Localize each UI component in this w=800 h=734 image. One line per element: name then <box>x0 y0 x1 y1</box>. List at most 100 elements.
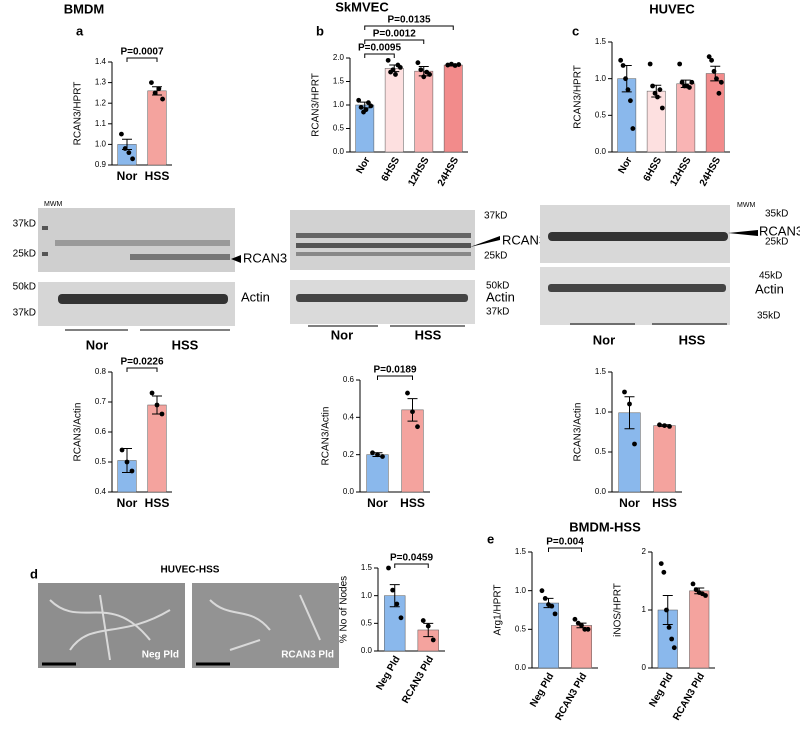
data-point <box>363 107 369 113</box>
data-point <box>119 131 124 137</box>
marker-label: 35kD <box>765 209 788 220</box>
band <box>42 252 48 256</box>
marker-label: 45kD <box>759 271 782 282</box>
bar <box>366 454 389 493</box>
band <box>58 294 228 304</box>
y-tick-label: 0 <box>642 663 647 672</box>
data-point <box>655 94 660 100</box>
bar-chart: RCAN3/Actin 0.4 0.5 0.6 0.7 0.8 Nor HSS P=0.0226 <box>73 357 172 510</box>
data-point <box>370 450 375 456</box>
data-point <box>585 626 591 632</box>
data-point <box>405 390 410 396</box>
data-point <box>427 72 433 77</box>
x-tick-label: Neg Pld <box>374 654 402 692</box>
x-tick-label: RCAN3 Pld <box>553 671 589 722</box>
marker-label: 25kD <box>765 237 788 248</box>
data-point <box>415 424 420 430</box>
band <box>548 232 728 241</box>
control-label: Actin <box>241 289 270 304</box>
data-point <box>542 596 548 601</box>
data-point <box>658 561 664 566</box>
y-tick-label: 0.8 <box>95 367 107 376</box>
panel-letter: a <box>76 23 84 38</box>
chart-title: HUVEC <box>649 1 695 16</box>
data-point <box>152 90 158 96</box>
x-tick-label: Nor <box>354 155 372 176</box>
y-tick-label: 0.0 <box>595 487 607 496</box>
data-point <box>124 459 130 465</box>
x-tick-label: 12HSS <box>668 155 694 188</box>
x-tick-label: Nor <box>616 155 634 176</box>
data-point <box>397 65 403 70</box>
data-point <box>662 423 667 428</box>
significance-bracket <box>548 547 582 552</box>
data-point <box>620 63 626 68</box>
x-tick-label: Nor <box>367 496 388 510</box>
marker-label: 37kD <box>13 219 36 230</box>
y-axis-label: RCAN3/Actin <box>73 403 84 462</box>
data-point <box>706 54 712 60</box>
y-axis-label: Arg1/HPRT <box>493 585 504 636</box>
y-axis-label: RCAN3/Actin <box>573 403 584 462</box>
bar <box>384 68 404 153</box>
data-point <box>552 611 558 617</box>
data-point <box>716 90 722 96</box>
y-tick-label: 2.0 <box>333 53 345 62</box>
blot-huvec: MWM 35kD 25kD 45kD 35kD RCAN3 Actin Nor … <box>540 202 800 347</box>
group-label: Nor <box>593 332 615 347</box>
arrowhead <box>231 255 241 263</box>
data-point <box>664 607 669 613</box>
chart-title: BMDM <box>64 1 104 16</box>
band <box>55 240 230 246</box>
bar <box>705 73 725 153</box>
y-axis-label: RCAN3/Actin <box>321 407 332 466</box>
p-value: P=0.0189 <box>373 365 417 376</box>
x-tick-label: Nor <box>117 496 138 510</box>
y-tick-label: 0.5 <box>595 447 607 456</box>
x-tick-label: RCAN3 Pld <box>400 654 436 705</box>
data-point <box>630 126 636 131</box>
panel-letter: c <box>572 23 579 38</box>
panel-letter: b <box>316 23 324 38</box>
band <box>296 252 471 256</box>
p-value: P=0.0135 <box>387 15 431 26</box>
marker-label: 37kD <box>13 308 36 319</box>
y-axis-label: % No of Nodes <box>339 576 350 643</box>
bar-chart: RCAN3/Actin 0.0 0.2 0.4 0.6 Nor HSS P=0.0189 <box>321 365 430 510</box>
group-label: Nor <box>331 327 353 342</box>
data-point <box>623 76 628 82</box>
data-point <box>126 150 132 156</box>
data-point <box>375 452 380 458</box>
data-point <box>652 90 658 96</box>
marker-label: 50kD <box>13 282 36 293</box>
marker-label: 25kD <box>484 251 507 262</box>
blot-bmdm: MWM 37kD 25kD 50kD 37kD RCAN3 Actin Nor … <box>13 201 287 353</box>
x-tick-label: Nor <box>117 169 138 183</box>
p-value: P=0.0459 <box>390 553 434 564</box>
bar-chart: RCAN3/Actin 0.0 0.5 1.0 1.5 Nor HSS <box>573 367 682 510</box>
y-tick-label: 1.5 <box>595 367 607 376</box>
data-point <box>358 104 364 110</box>
x-tick-label: 24HSS <box>698 155 724 188</box>
data-point <box>430 637 436 643</box>
y-tick-label: 0.6 <box>95 427 107 436</box>
data-point <box>386 565 391 571</box>
x-tick-label: 24HSS <box>436 155 462 188</box>
band <box>296 294 468 302</box>
y-tick-label: 0.5 <box>333 124 345 133</box>
x-tick-label: RCAN3 Pld <box>671 671 707 722</box>
blot-image <box>290 210 475 270</box>
bar-chart: BMDM a RCAN3/HPRT 0.9 1.0 1.1 1.2 1.3 1.4 Nor HSS P… <box>64 1 172 183</box>
y-tick-label: 1.0 <box>95 140 107 149</box>
data-point <box>445 62 451 68</box>
significance-bracket <box>126 57 158 62</box>
p-value: P=0.0226 <box>120 357 164 368</box>
data-point <box>160 96 165 102</box>
bar <box>147 90 167 166</box>
y-tick-label: 0.5 <box>515 624 527 633</box>
data-point <box>711 68 717 74</box>
data-point <box>657 422 662 428</box>
y-tick-label: 1.0 <box>515 586 527 595</box>
marker-label: 50kD <box>486 281 509 292</box>
data-point <box>385 57 391 63</box>
